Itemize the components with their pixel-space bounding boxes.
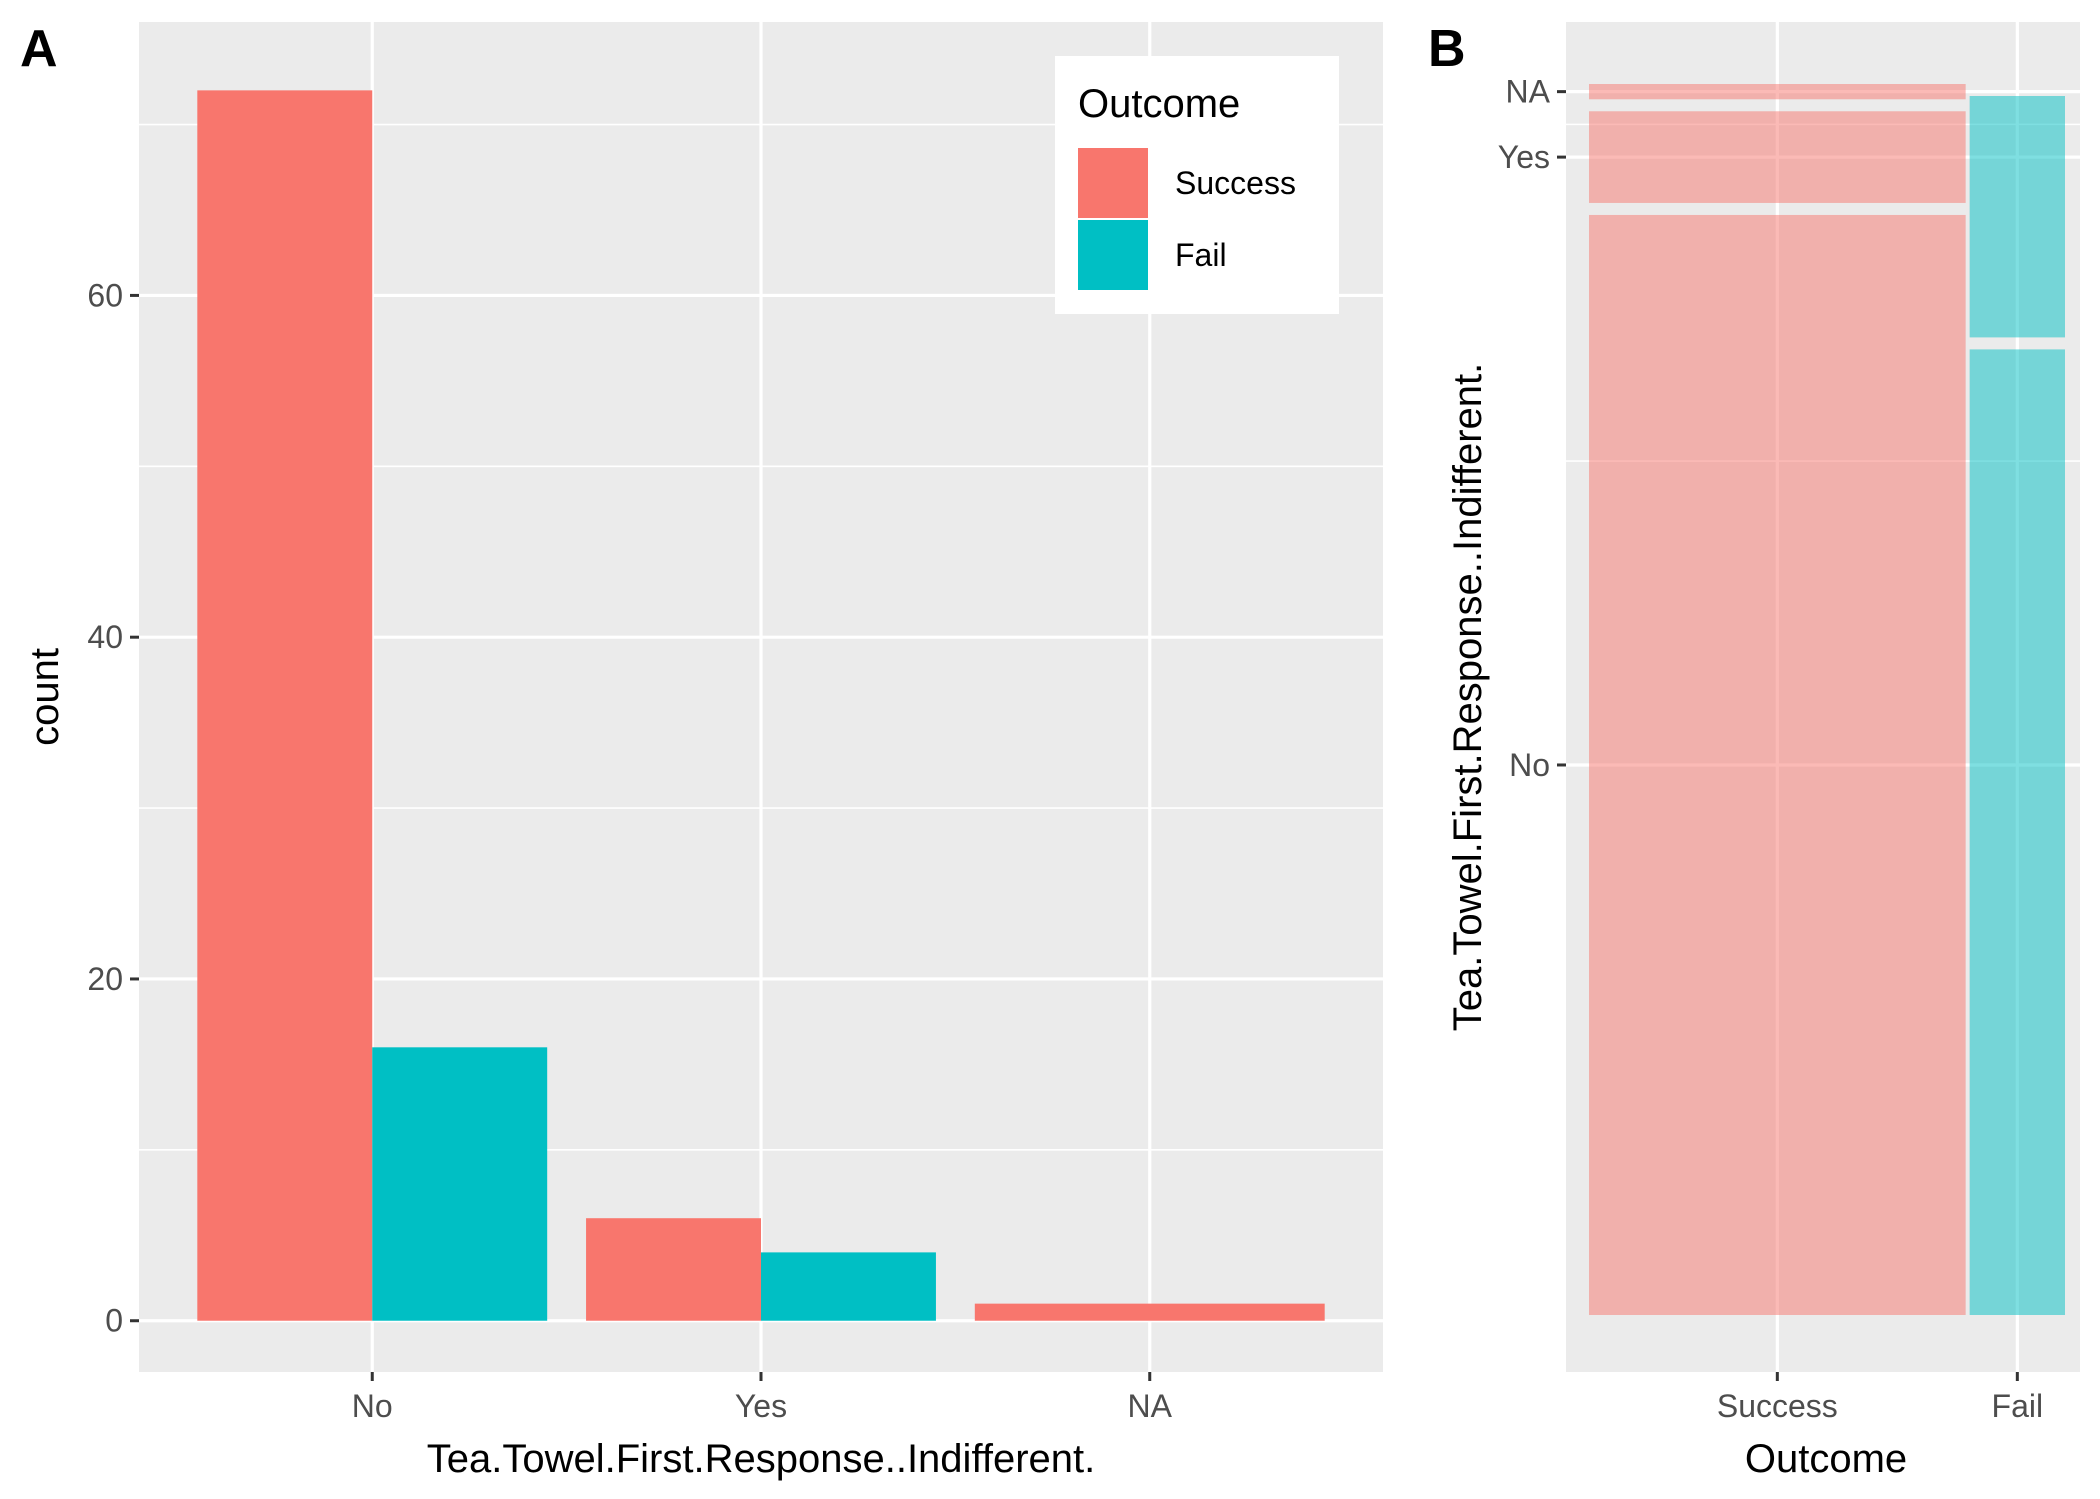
legend-swatch-fail (1078, 220, 1148, 290)
tile-success-na (1589, 84, 1966, 100)
panel-b-x-title: Outcome (1745, 1437, 1907, 1481)
legend: Outcome Success Fail (1055, 56, 1339, 314)
panel-a-bar-chart: 0 20 40 60 No Yes NA Tea.Towel.First.Response… (23, 22, 1383, 1481)
panel-b-y-tick-label: NA (1506, 74, 1551, 110)
panel-b-y-title: Tea.Towel.First.Response..Indifferent. (1446, 363, 1490, 1031)
panel-b-x-tick-label: Success (1717, 1388, 1838, 1424)
bar-no-fail (372, 1047, 548, 1321)
panel-b-y-axis: No Yes NA (1498, 74, 1566, 783)
panel-a-y-tick-label: 60 (87, 277, 123, 313)
panel-a-x-tick-label: Yes (735, 1388, 787, 1424)
legend-label-fail: Fail (1175, 237, 1227, 273)
panel-a-bars (197, 90, 1325, 1321)
panel-a-x-tick-label: No (352, 1388, 393, 1424)
panel-a-tag: A (20, 20, 58, 78)
panel-b-x-axis: Success Fail (1717, 1372, 2043, 1424)
panel-a-y-tick-label: 40 (87, 619, 123, 655)
panel-b-mosaic-chart: No Yes NA Success Fail Outcome Tea.Towel.Fi… (1446, 22, 2080, 1481)
panel-b-x-tick-label: Fail (1992, 1388, 2044, 1424)
tile-success-yes (1589, 111, 1966, 203)
panel-a-y-axis: 0 20 40 60 (87, 277, 139, 1339)
panel-a-y-tick-label: 20 (87, 961, 123, 997)
panel-a-x-tick-label: NA (1128, 1388, 1173, 1424)
panel-a-x-title: Tea.Towel.First.Response..Indifferent. (427, 1437, 1095, 1481)
panel-b-y-tick-label: Yes (1498, 139, 1550, 175)
tile-fail-no (1969, 349, 2065, 1315)
tile-success-no (1589, 214, 1966, 1316)
bar-na-success (974, 1303, 1325, 1321)
panel-a-y-title: count (23, 648, 67, 746)
bar-no-success (197, 90, 373, 1321)
panel-a-x-axis: No Yes NA (352, 1372, 1173, 1424)
bar-yes-success (586, 1218, 761, 1321)
tile-fail-yes (1969, 96, 2065, 338)
bar-yes-fail (761, 1252, 936, 1321)
panel-b-y-tick-label: No (1509, 747, 1550, 783)
legend-swatch-success (1078, 148, 1148, 218)
panel-b-tiles (1589, 84, 2065, 1316)
panel-a-y-tick-label: 0 (105, 1303, 123, 1339)
panel-b-tag: B (1428, 20, 1466, 78)
legend-label-success: Success (1175, 165, 1296, 201)
legend-title: Outcome (1078, 82, 1240, 126)
